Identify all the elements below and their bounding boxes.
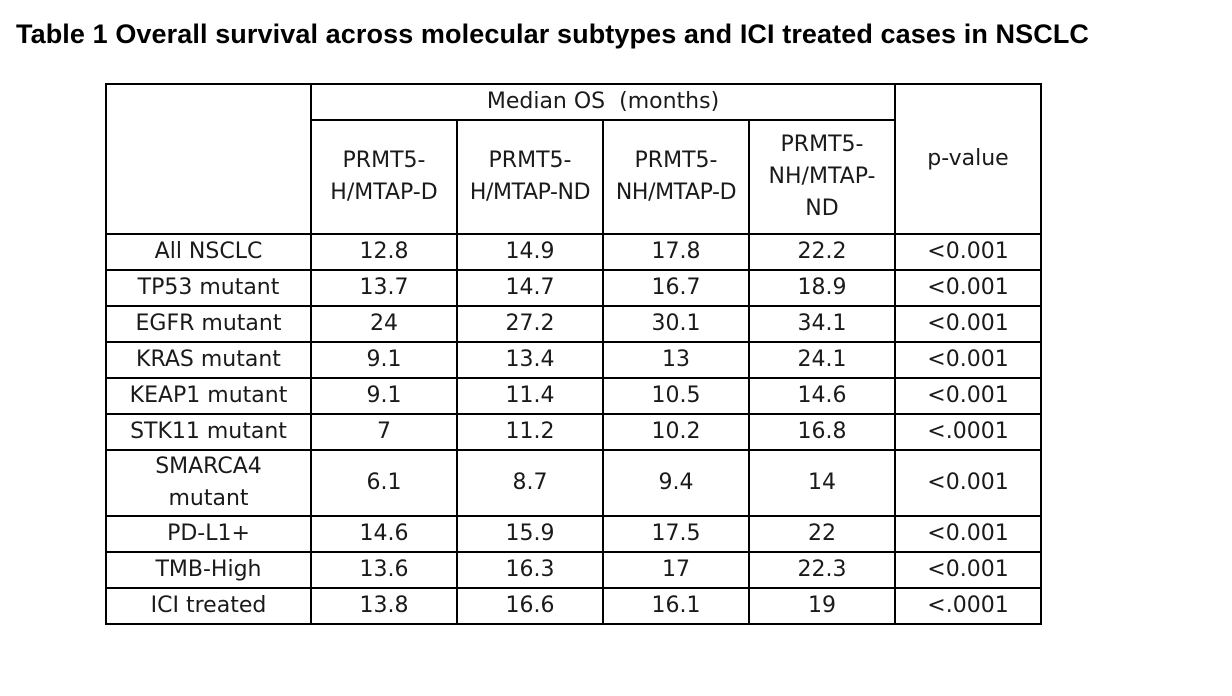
table-cell: 13.6 <box>310 551 458 589</box>
table-cell: 34.1 <box>748 305 896 343</box>
table-cell: 16.7 <box>602 269 750 307</box>
table-cell: 6.1 <box>310 449 458 517</box>
row-label: ICI treated <box>105 587 312 625</box>
table-cell: 19 <box>748 587 896 625</box>
table-cell: 10.5 <box>602 377 750 415</box>
header-row-columns: PRMT5- H/MTAP-D PRMT5- H/MTAP-ND PRMT5- … <box>106 119 1041 235</box>
table-cell: 30.1 <box>602 305 750 343</box>
table-cell: 17 <box>602 551 750 589</box>
column-header-line: PRMT5- <box>488 148 572 173</box>
row-label: KEAP1 mutant <box>105 377 312 415</box>
column-header: PRMT5- H/MTAP-D <box>310 119 458 235</box>
pvalue-cell: <0.001 <box>894 233 1042 271</box>
table-cell: 9.1 <box>310 377 458 415</box>
table-cell: 14.7 <box>456 269 604 307</box>
row-label: TMB-High <box>105 551 312 589</box>
row-label: EGFR mutant <box>105 305 312 343</box>
row-label: TP53 mutant <box>105 269 312 307</box>
table-row: KRAS mutant 9.1 13.4 13 24.1 <0.001 <box>105 341 1042 379</box>
table-row: PD-L1+ 14.6 15.9 17.5 22 <0.001 <box>105 515 1042 553</box>
pvalue-cell: <0.001 <box>894 515 1042 553</box>
page-title: Table 1 Overall survival across molecula… <box>16 19 1090 49</box>
pvalue-cell: <0.001 <box>894 449 1042 517</box>
row-label: KRAS mutant <box>105 341 312 379</box>
table-cell: 27.2 <box>456 305 604 343</box>
table-row: SMARCA4 mutant 6.1 8.7 9.4 14 <0.001 <box>105 449 1042 517</box>
row-label-line: mutant <box>168 486 249 511</box>
column-header: PRMT5- NH/MTAP- ND <box>748 119 896 235</box>
table-cell: 17.5 <box>602 515 750 553</box>
column-header-line: PRMT5- <box>634 148 718 173</box>
table-cell: 12.8 <box>310 233 458 271</box>
column-header-line: H/MTAP-ND <box>469 180 591 205</box>
table-cell: 13.8 <box>310 587 458 625</box>
row-label-line: SMARCA4 <box>155 454 262 479</box>
table-cell: 14 <box>748 449 896 517</box>
table-row: EGFR mutant 24 27.2 30.1 34.1 <0.001 <box>105 305 1042 343</box>
row-label: STK11 mutant <box>105 413 312 451</box>
table-cell: 10.2 <box>602 413 750 451</box>
header-empty-cell <box>105 83 312 235</box>
table-cell: 13.7 <box>310 269 458 307</box>
pvalue-header: p-value <box>894 83 1042 235</box>
column-header-line: H/MTAP-D <box>330 180 438 205</box>
table-cell: 11.4 <box>456 377 604 415</box>
table-cell: 14.6 <box>310 515 458 553</box>
table-cell: 24 <box>310 305 458 343</box>
table-cell: 9.4 <box>602 449 750 517</box>
pvalue-cell: <.0001 <box>894 413 1042 451</box>
table-row: All NSCLC 12.8 14.9 17.8 22.2 <0.001 <box>105 233 1042 271</box>
table-cell: 11.2 <box>456 413 604 451</box>
table-cell: 8.7 <box>456 449 604 517</box>
table-row: TMB-High 13.6 16.3 17 22.3 <0.001 <box>105 551 1042 589</box>
table-cell: 16.8 <box>748 413 896 451</box>
table-cell: 14.6 <box>748 377 896 415</box>
row-label: PD-L1+ <box>105 515 312 553</box>
table-cell: 16.1 <box>602 587 750 625</box>
pvalue-cell: <0.001 <box>894 305 1042 343</box>
column-header-line: NH/MTAP- <box>768 164 876 189</box>
column-header-line: PRMT5- <box>780 132 864 157</box>
column-header: PRMT5- H/MTAP-ND <box>456 119 604 235</box>
table-cell: 22 <box>748 515 896 553</box>
column-header: PRMT5- NH/MTAP-D <box>602 119 750 235</box>
table-cell: 13.4 <box>456 341 604 379</box>
table-row: STK11 mutant 7 11.2 10.2 16.8 <.0001 <box>105 413 1042 451</box>
table-cell: 16.3 <box>456 551 604 589</box>
column-header-line: ND <box>805 196 839 221</box>
survival-table: Median OS (months) p-value PRMT5- H/MTAP… <box>105 83 1042 625</box>
table-cell: 16.6 <box>456 587 604 625</box>
table-cell: 14.9 <box>456 233 604 271</box>
table-cell: 7 <box>310 413 458 451</box>
pvalue-cell: <0.001 <box>894 341 1042 379</box>
table-row: KEAP1 mutant 9.1 11.4 10.5 14.6 <0.001 <box>105 377 1042 415</box>
column-header-line: NH/MTAP-D <box>615 180 737 205</box>
table-row: TP53 mutant 13.7 14.7 16.7 18.9 <0.001 <box>105 269 1042 307</box>
table-cell: 18.9 <box>748 269 896 307</box>
table-cell: 22.2 <box>748 233 896 271</box>
row-label: SMARCA4 mutant <box>105 449 312 517</box>
pvalue-cell: <0.001 <box>894 269 1042 307</box>
table-cell: 22.3 <box>748 551 896 589</box>
table-cell: 15.9 <box>456 515 604 553</box>
row-label: All NSCLC <box>105 233 312 271</box>
table-cell: 24.1 <box>748 341 896 379</box>
header-row-group: Median OS (months) p-value <box>105 83 1042 235</box>
pvalue-cell: <.0001 <box>894 587 1042 625</box>
median-os-header: Median OS (months) <box>310 83 896 121</box>
table-cell: 9.1 <box>310 341 458 379</box>
pvalue-cell: <0.001 <box>894 551 1042 589</box>
table-cell: 17.8 <box>602 233 750 271</box>
pvalue-cell: <0.001 <box>894 377 1042 415</box>
table-cell: 13 <box>602 341 750 379</box>
table-row: ICI treated 13.8 16.6 16.1 19 <.0001 <box>105 587 1042 625</box>
column-header-line: PRMT5- <box>342 148 426 173</box>
